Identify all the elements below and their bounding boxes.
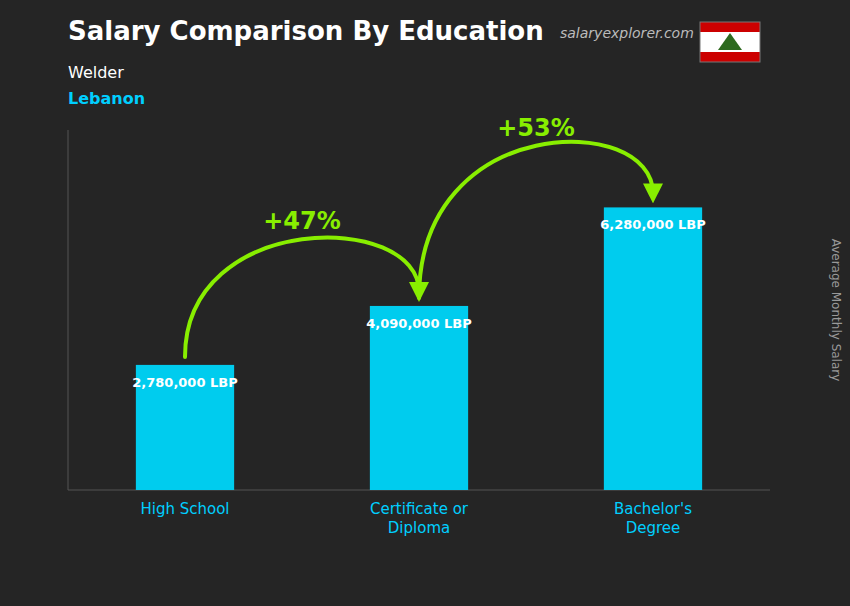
- data-label: 6,280,000 LBP: [600, 217, 705, 232]
- y-axis-label: Average Monthly Salary: [829, 239, 843, 382]
- data-label: 2,780,000 LBP: [132, 375, 237, 390]
- flag-stripe: [700, 22, 760, 62]
- bars: [136, 207, 702, 490]
- background: [0, 0, 850, 606]
- annotation: +53%: [497, 114, 575, 142]
- x-tick-label: High School: [140, 500, 229, 518]
- x-tick-label: Certificate orDiploma: [370, 500, 469, 537]
- x-tick-label: Bachelor'sDegree: [614, 500, 692, 537]
- subtitle: Lebanon: [68, 89, 145, 108]
- data-label: 4,090,000 LBP: [366, 316, 471, 331]
- bar: [604, 207, 702, 490]
- bar: [370, 306, 468, 490]
- chart: Salary Comparison By Education Welder Leba…: [0, 0, 850, 606]
- flag: [700, 22, 760, 62]
- growth-arrow: [419, 142, 653, 298]
- y-axis-line: [68, 130, 69, 490]
- flag-stripe: [700, 32, 760, 52]
- source: salaryexplorer.com: [560, 25, 694, 41]
- growth-arrow: [185, 238, 419, 357]
- title: Salary Comparison By Education: [68, 16, 544, 46]
- flag-border: [700, 22, 760, 62]
- subtitle: Welder: [68, 63, 124, 82]
- flag-cedar: [718, 33, 742, 50]
- annotation: +47%: [263, 207, 341, 235]
